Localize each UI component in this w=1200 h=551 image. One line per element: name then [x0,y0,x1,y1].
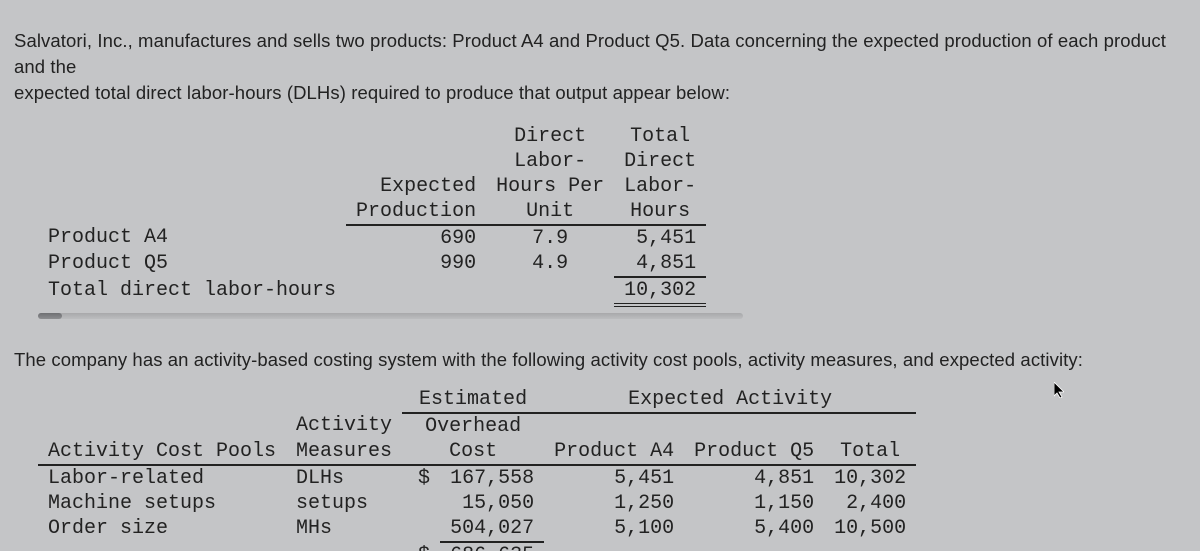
t1-hdr-prod-c: Expected [346,174,486,199]
mid-paragraph: The company has an activity-based costin… [14,347,1178,373]
t1-total-label: Total direct labor-hours [38,277,346,305]
t2-hdr-acp: Activity Cost Pools [38,439,286,465]
t1-hdr-dlh-c: Hours Per [486,174,614,199]
t2-r0-pool: Labor-related [38,465,286,491]
t2-r1-tot: 2,400 [824,491,916,516]
t2-r0-cost: 167,558 [440,465,544,491]
t2-r2-q5: 5,400 [684,516,824,542]
t2-r0-q5: 4,851 [684,465,824,491]
intro-line-2: expected total direct labor-hours (DLHs)… [14,82,730,103]
t2-r1-sym [402,491,440,516]
t1-row1-label: Product Q5 [38,251,346,277]
t2-r0-meas: DLHs [286,465,402,491]
t2-r2-sym [402,516,440,542]
t1-row0-label: Product A4 [38,225,346,251]
t2-r2-cost: 504,027 [440,516,544,542]
t2-hdr-tot: Total [824,439,916,465]
t2-hdr-eoc3: Cost [402,439,544,465]
t2-r1-q5: 1,150 [684,491,824,516]
table-row: Order size MHs 504,027 5,100 5,400 10,50… [38,516,916,542]
t2-r2-meas: MHs [286,516,402,542]
table-row: Machine setups setups 15,050 1,250 1,150… [38,491,916,516]
t2-r0-sym: $ [402,465,440,491]
t2-hdr-pq5: Product Q5 [684,439,824,465]
t2-r1-cost: 15,050 [440,491,544,516]
t2-hdr-am: Activity [286,413,402,439]
t2-hdr-pa4: Product A4 [544,439,684,465]
table-row: Product Q5 990 4.9 4,851 [38,251,706,277]
t2-r0-tot: 10,302 [824,465,916,491]
t1-hdr-prod-d: Production [346,199,486,225]
t1-row0-tot: 5,451 [614,225,706,251]
dlh-table: Direct Total Labor- Direct Expected Hour… [38,124,706,307]
t1-row0-hrs: 7.9 [486,225,614,251]
t2-r2-tot: 10,500 [824,516,916,542]
t1-hdr-tot-a: Total [614,124,706,149]
t1-hdr-tot-c: Labor- [614,174,706,199]
table-row: Product A4 690 7.9 5,451 [38,225,706,251]
t2-r2-pool: Order size [38,516,286,542]
abc-table: Estimated Expected Activity Activity Ove… [38,387,916,551]
t1-hdr-tot-b: Direct [614,149,706,174]
t1-row1-hrs: 4.9 [486,251,614,277]
t2-hdr-ea: Expected Activity [544,387,916,413]
t1-total-val: 10,302 [614,277,706,305]
t2-r1-a4: 1,250 [544,491,684,516]
t2-r1-meas: setups [286,491,402,516]
t2-hdr-am2: Measures [286,439,402,465]
t2-r1-pool: Machine setups [38,491,286,516]
t1-hdr-prod-b [346,149,486,174]
t1-row1-tot: 4,851 [614,251,706,277]
table-row: Labor-related DLHs $ 167,558 5,451 4,851… [38,465,916,491]
t2-hdr-eoc2: Overhead [402,413,544,439]
t1-row1-prod: 990 [346,251,486,277]
horizontal-scrollbar[interactable] [38,313,743,319]
t1-row0-prod: 690 [346,225,486,251]
t2-tot-cost: 686,635 [440,542,544,551]
t1-hdr-dlh-a: Direct [486,124,614,149]
t2-r2-a4: 5,100 [544,516,684,542]
t1-hdr-prod-a [346,124,486,149]
t2-tot-sym: $ [402,542,440,551]
intro-paragraph: Salvatori, Inc., manufactures and sells … [14,28,1178,106]
t2-hdr-eoc1: Estimated [402,387,544,413]
t1-hdr-dlh-b: Labor- [486,149,614,174]
t1-hdr-tot-d: Hours [614,199,706,225]
intro-line-1: Salvatori, Inc., manufactures and sells … [14,30,1166,77]
t2-r0-a4: 5,451 [544,465,684,491]
t1-hdr-dlh-d: Unit [486,199,614,225]
